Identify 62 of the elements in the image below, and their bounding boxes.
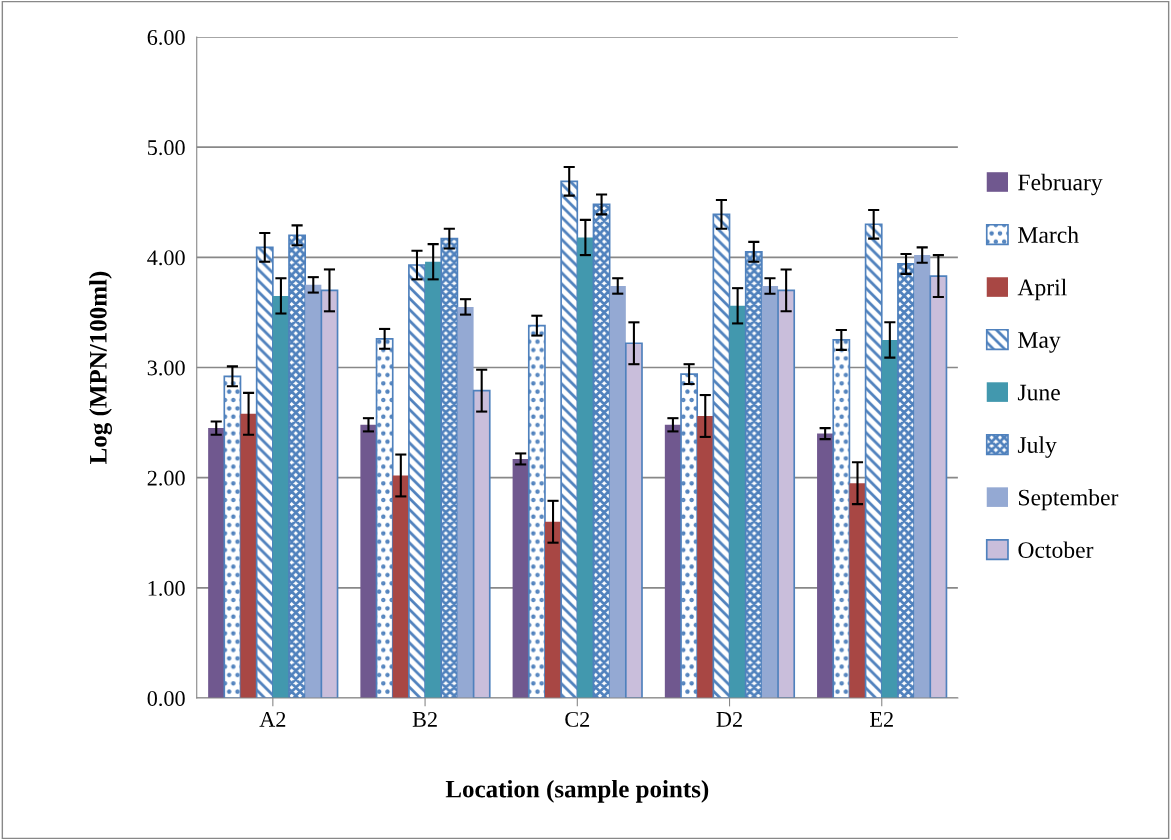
bar [592,203,611,699]
bar [697,415,714,699]
bar [208,428,225,699]
bar [440,237,459,699]
bar [929,275,948,699]
bar [472,389,491,699]
bar [457,306,474,699]
bar [392,475,409,699]
bar [744,250,763,699]
legend-label: October [1018,541,1094,558]
legend-label: March [1018,226,1079,243]
bar [914,255,931,699]
bar [897,263,915,699]
bar [512,458,529,699]
bar [761,285,779,699]
x-tick-label: C2 [565,711,590,727]
y-tick-label: 2.00 [147,470,185,486]
bar [255,246,274,699]
bar [360,424,377,699]
bar [240,413,257,699]
y-tick-label: 5.00 [148,140,185,156]
y-tick-label: 3.00 [147,360,185,376]
y-tick-label: 1.00 [148,580,185,596]
bar [609,285,626,699]
bar [864,223,883,699]
bar [849,483,866,699]
legend-label: April [1017,278,1067,301]
bar [729,305,746,699]
bar [544,521,562,699]
bar [288,234,307,699]
y-tick-label: 0.00 [147,690,185,707]
y-axis-title: Log (MPN/100ml) [89,271,113,464]
bar [425,261,442,699]
x-axis-title: Location (sample points) [445,780,709,803]
bar [664,424,682,699]
bar [305,284,322,699]
legend-label: September [1019,488,1119,511]
y-tick-label: 6.00 [147,29,185,45]
legend-label: February [1018,173,1103,196]
bar [577,237,594,699]
bar [272,295,290,699]
bar [320,289,339,699]
bar [832,339,851,699]
bar [560,180,579,699]
bar [817,433,834,699]
bar [527,324,546,699]
x-tick-label: D2 [716,711,742,727]
bar [680,373,699,699]
bar [624,342,643,699]
y-tick-label: 4.00 [147,250,185,266]
bar [881,339,898,699]
x-tick-label: B2 [412,711,437,727]
legend-label: July [1017,436,1057,458]
x-tick-label: E2 [870,711,893,727]
bar [408,264,426,699]
bar [777,289,796,699]
bar [223,375,242,699]
bar [712,213,731,699]
x-tick-label: A2 [259,711,286,727]
legend-label: May [1018,332,1061,353]
bar [375,338,394,699]
legend-label: June [1017,384,1060,401]
